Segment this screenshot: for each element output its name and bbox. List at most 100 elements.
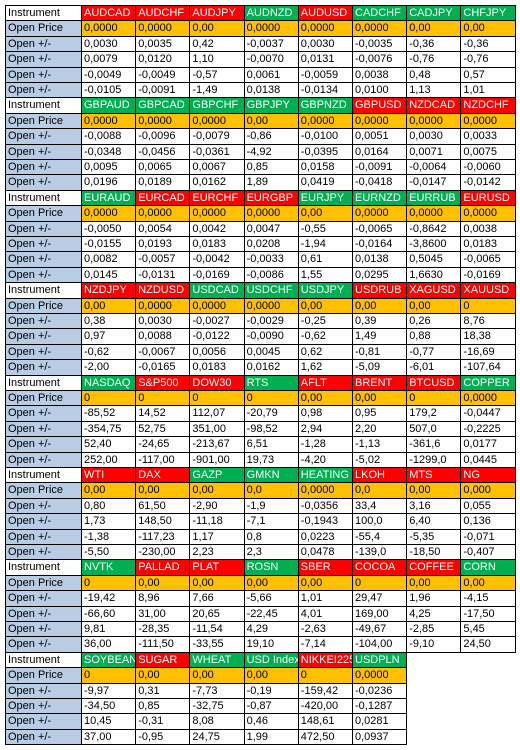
instrument-name: WHEAT [189,651,245,669]
open-change-cell: -1299,0 [406,451,462,468]
open-change-cell: 0,0030 [406,128,462,145]
open-change-cell: 0,0038 [460,220,516,237]
open-change-cell: 29,47 [352,590,408,607]
open-change-cell: 61,50 [135,497,191,515]
open-change-cell: 5,45 [460,621,516,638]
row-label: Open +/- [5,128,82,145]
open-change-cell: -230,00 [135,544,191,561]
open-change-cell: -0,62 [297,328,353,345]
instrument-name: USDCHF [243,282,299,299]
open-change-cell: -0,55 [297,220,353,237]
open-change-cell: 24,50 [460,636,516,653]
open-change-cell: -0,62 [81,343,137,361]
row-label: Open +/- [5,451,82,468]
open-price-cell: 0,00 [352,390,408,407]
open-price-cell: 0,00 [189,667,245,684]
open-change-cell: -5,66 [243,590,299,607]
open-change-cell: 0,0030 [135,313,191,330]
open-change-cell: -5,50 [81,544,137,561]
row-label: Open Price [5,390,82,407]
open-change-cell: 0,0208 [243,236,299,253]
open-change-cell: -0,95 [135,728,191,746]
row-label: Open +/- [5,251,82,268]
instrument-name: NZDJPY [81,282,137,299]
open-change-cell: -0,1943 [297,513,353,530]
open-change-cell: 6,51 [243,436,299,453]
open-change-cell: -117,23 [135,528,191,545]
instrument-name: COCOA [352,559,408,576]
open-change-cell: -0,0049 [81,66,137,83]
open-change-cell: -0,0169 [189,266,245,284]
row-label: Open +/- [5,51,82,68]
instrument-name: NZDCAD [406,97,462,114]
open-change-cell: -9,10 [406,636,462,653]
instrument-name: NZDCHF [460,97,516,114]
open-change-cell: -7,1 [243,513,299,530]
open-price-cell: 0 [406,390,462,407]
open-change-cell: 0,0033 [460,128,516,145]
open-change-cell: -354,75 [81,420,137,438]
open-change-cell: 0,0030 [81,35,137,53]
open-change-cell: 1,01 [460,82,516,99]
open-change-cell: -104,00 [352,636,408,653]
open-change-cell: 0,0067 [189,159,245,176]
instrument-name: DAX [135,467,191,484]
open-price-cell: 0,0 [243,482,299,499]
instrument-name: GBPCHF [189,97,245,114]
open-change-cell: 3,16 [406,497,462,515]
open-change-cell: 179,2 [406,405,462,422]
open-price-cell: 0 [135,390,191,407]
instrument-name: GBPJPY [243,97,299,114]
row-label: Open +/- [5,343,82,361]
instrument-name: EURGBP [243,189,299,207]
open-change-cell: 0,85 [243,159,299,176]
open-change-cell: 0,48 [406,66,462,83]
open-change-cell: -0,0091 [135,82,191,99]
open-change-cell: 351,00 [189,420,245,438]
open-change-cell: -2,85 [406,621,462,638]
open-change-cell: -361,6 [406,436,462,453]
open-change-cell: -1,13 [352,436,408,453]
open-change-cell: -4,20 [297,451,353,468]
instrument-name: XAGUSD [406,282,462,299]
open-change-cell: -0,25 [297,313,353,330]
instrument-name: AUDCHF [135,5,191,22]
open-change-cell: -1,9 [243,497,299,515]
open-change-cell: 0,0138 [352,251,408,268]
open-change-cell: 0,0051 [352,128,408,145]
open-change-cell: 1,73 [81,513,137,530]
open-change-cell: -3,8600 [406,236,462,253]
open-change-cell: -1,28 [297,436,353,453]
row-label: Open Price [5,205,82,222]
row-label: Open +/- [5,621,82,638]
open-change-cell: 36,00 [81,636,137,653]
open-change-cell: 0,0131 [297,51,353,68]
open-price-cell: 0 [81,667,137,684]
open-change-cell: -49,67 [352,621,408,638]
instrument-name: GBPNZD [297,97,353,114]
open-change-cell: -11,18 [189,513,245,530]
instrument-name: USDCAD [189,282,245,299]
open-change-cell: -0,19 [243,682,299,699]
open-change-cell: -19,42 [81,590,137,607]
open-change-cell: -0,0037 [243,35,299,53]
open-change-cell: -0,0236 [352,682,408,699]
open-change-cell: 20,65 [189,605,245,622]
open-change-cell: -0,86 [243,128,299,145]
instrument-name: NZDUSD [135,282,191,299]
open-change-cell: 0,88 [406,328,462,345]
instrument-name: AUDCAD [81,5,137,22]
open-change-cell: 6,40 [406,513,462,530]
instrument-name: COPPER [460,374,516,391]
row-label: Open +/- [5,698,82,715]
open-change-cell: 0,0045 [243,343,299,361]
open-change-cell: 1,13 [406,82,462,99]
open-change-cell: -159,42 [297,682,353,699]
instrument-name: PLAT [189,559,245,576]
open-change-cell: 8,96 [135,590,191,607]
open-price-cell: 0,00 [460,20,516,37]
open-price-cell: 0 [81,574,137,592]
open-change-cell: -0,0091 [352,159,408,176]
open-change-cell: 0,0088 [135,328,191,345]
open-change-cell: -66,60 [81,605,137,622]
